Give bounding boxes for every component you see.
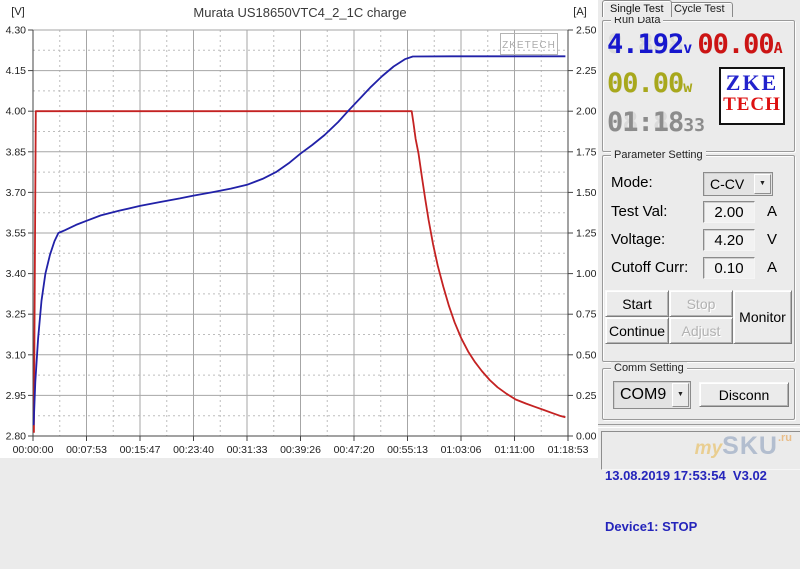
cutoff-curr-label: Cutoff Curr:: [611, 259, 689, 276]
svg-text:2.00: 2.00: [576, 106, 597, 118]
svg-text:00:47:20: 00:47:20: [334, 444, 375, 456]
chart-title: Murata US18650VTC4_2_1C charge: [193, 5, 406, 20]
svg-text:4.00: 4.00: [6, 106, 27, 118]
svg-text:1.75: 1.75: [576, 146, 597, 158]
svg-text:00:55:13: 00:55:13: [387, 444, 428, 456]
svg-text:2.25: 2.25: [576, 65, 597, 77]
svg-text:4.15: 4.15: [6, 65, 27, 77]
mode-value: C-CV: [710, 176, 745, 192]
svg-text:3.40: 3.40: [6, 268, 27, 280]
mode-select[interactable]: C-CV ▼: [703, 172, 773, 196]
svg-text:01:11:00: 01:11:00: [494, 444, 534, 456]
test-val-row: Test Val: A: [603, 201, 794, 225]
zketech-logo-top: ZKE: [725, 70, 779, 95]
current-curve: [33, 110, 566, 433]
comm-setting-group-label: Comm Setting: [611, 362, 687, 374]
tab-single-test[interactable]: Single Test: [602, 0, 672, 17]
svg-text:1.00: 1.00: [576, 268, 597, 280]
power-display: 88.88 00.00w: [607, 68, 693, 99]
separator: [598, 424, 800, 428]
svg-text:3.85: 3.85: [6, 146, 27, 158]
com-port-dropdown-arrow-icon[interactable]: ▼: [672, 383, 689, 407]
svg-text:[V]: [V]: [11, 6, 24, 18]
parameter-setting-group: Parameter Setting Mode: C-CV ▼ Test Val:…: [602, 149, 795, 362]
test-val-label: Test Val:: [611, 203, 668, 220]
voltage-label: Voltage:: [611, 231, 666, 248]
mode-row: Mode: C-CV ▼: [603, 172, 794, 196]
run-data-group: Run Data 8.888 4.192v 88.88 00.00A 88.88 00…: [602, 14, 795, 152]
voltage-display: 8.888 4.192v: [607, 29, 693, 60]
status-bar: 13.08.2019 17:53:54 V3.02 Device1: STOP: [601, 431, 800, 534]
svg-text:00:15:47: 00:15:47: [120, 444, 161, 456]
svg-text:00:00:00: 00:00:00: [13, 444, 54, 456]
run-data-row-3: 88:88 01:1833: [607, 107, 705, 138]
run-data-group-label: Run Data: [611, 14, 664, 26]
cutoff-curr-unit: A: [767, 259, 778, 276]
svg-text:2.50: 2.50: [576, 25, 597, 37]
svg-text:0.25: 0.25: [576, 390, 597, 402]
svg-text:2.95: 2.95: [6, 390, 27, 402]
svg-text:00:39:26: 00:39:26: [280, 444, 321, 456]
app-window: 2.80 0.00 2.95 0.25 3.10 0.50 3.25 0.75 3.40 1.00…: [0, 0, 800, 534]
mode-label: Mode:: [611, 174, 653, 191]
mode-dropdown-arrow-icon[interactable]: ▼: [754, 174, 771, 194]
time-display: 88:88 01:1833: [607, 107, 705, 138]
svg-text:00:23:40: 00:23:40: [173, 444, 214, 456]
svg-text:2.80: 2.80: [6, 431, 27, 443]
voltage-curve: [32, 55, 566, 426]
cutoff-curr-input[interactable]: [703, 257, 755, 279]
svg-text:0.75: 0.75: [576, 309, 597, 321]
svg-text:01:18:53: 01:18:53: [548, 444, 589, 456]
svg-text:0.50: 0.50: [576, 349, 597, 361]
svg-text:01:03:06: 01:03:06: [441, 444, 482, 456]
tab-cycle-test[interactable]: Cycle Test: [666, 2, 733, 17]
voltage-input[interactable]: [703, 229, 755, 251]
stop-button[interactable]: Stop: [669, 290, 733, 317]
svg-text:4.30: 4.30: [6, 25, 27, 37]
start-button[interactable]: Start: [605, 290, 669, 317]
svg-text:3.10: 3.10: [6, 349, 27, 361]
run-data-row-1: 8.888 4.192v 88.88 00.00A: [607, 29, 783, 60]
svg-text:00:31:33: 00:31:33: [227, 444, 268, 456]
svg-text:3.70: 3.70: [6, 187, 27, 199]
control-panel: Single Test Cycle Test Run Data 8.888 4.1…: [598, 0, 800, 534]
monitor-button[interactable]: Monitor: [733, 290, 792, 344]
voltage-row: Voltage: V: [603, 229, 794, 253]
comm-setting-group: Comm Setting COM9 ▼ Disconn: [602, 362, 795, 420]
svg-text:1.25: 1.25: [576, 228, 597, 240]
run-data-row-2: 88.88 00.00w: [607, 68, 692, 99]
zketech-logo-bottom: TECH: [723, 94, 781, 115]
test-val-unit: A: [767, 203, 778, 220]
svg-text:3.25: 3.25: [6, 309, 27, 321]
cutoff-curr-row: Cutoff Curr: A: [603, 257, 794, 281]
test-val-input[interactable]: [703, 201, 755, 223]
continue-button[interactable]: Continue: [605, 317, 669, 344]
disconnect-button[interactable]: Disconn: [699, 382, 789, 407]
svg-text:3.55: 3.55: [6, 228, 27, 240]
com-port-select[interactable]: COM9 ▼: [613, 381, 691, 409]
status-line-device: Device1: STOP: [605, 519, 698, 534]
svg-text:1.50: 1.50: [576, 187, 597, 199]
chart-watermark: ZKETECH: [502, 40, 556, 51]
svg-text:[A]: [A]: [573, 6, 586, 18]
adjust-button[interactable]: Adjust: [669, 317, 733, 344]
zketech-logo: ZKE TECH: [719, 67, 785, 125]
chart-svg: 2.80 0.00 2.95 0.25 3.10 0.50 3.25 0.75 3.40 1.00…: [5, 5, 597, 456]
svg-text:0.00: 0.00: [576, 431, 597, 443]
parameter-setting-group-label: Parameter Setting: [611, 149, 706, 161]
voltage-unit: V: [767, 231, 778, 248]
chart-area: 2.80 0.00 2.95 0.25 3.10 0.50 3.25 0.75 3.40 1.00…: [0, 0, 598, 458]
current-display: 88.88 00.00A: [697, 29, 783, 60]
svg-text:00:07:53: 00:07:53: [66, 444, 107, 456]
com-port-value: COM9: [620, 386, 667, 403]
